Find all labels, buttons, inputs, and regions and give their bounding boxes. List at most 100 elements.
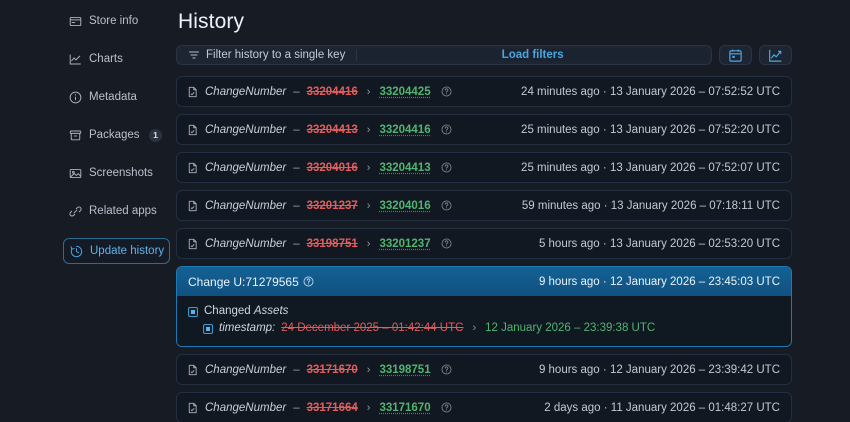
info-icon xyxy=(69,91,82,104)
relative-time: 5 hours ago xyxy=(538,237,600,250)
calendar-button[interactable] xyxy=(719,45,752,65)
absolute-time: 11 January 2026 – 01:48:27 UTC xyxy=(610,401,780,414)
sidebar-item-label: Metadata xyxy=(89,91,137,103)
question-circle-icon[interactable] xyxy=(441,238,452,249)
chart-button[interactable] xyxy=(759,45,792,65)
change-card: Change U:71279565 9 hours ago · 12 Janua… xyxy=(176,266,792,347)
relative-time: 25 minutes ago xyxy=(521,123,600,136)
sidebar-item-label: Update history xyxy=(90,245,165,257)
value-old: 33171664 xyxy=(306,401,358,414)
question-circle-icon[interactable] xyxy=(441,86,452,97)
arrow-icon: › xyxy=(366,85,371,98)
history-row[interactable]: ChangeNumber – 33204413 › 33204416 25 mi… xyxy=(176,114,792,145)
value-old: 33171670 xyxy=(306,363,358,376)
value-old: 33204413 xyxy=(306,123,358,136)
file-check-icon xyxy=(187,200,199,212)
question-circle-icon[interactable] xyxy=(441,364,452,375)
change-key: ChangeNumber xyxy=(205,237,287,250)
collapse-toggle-icon[interactable] xyxy=(203,323,213,334)
change-key: ChangeNumber xyxy=(205,123,287,136)
sidebar-item-label: Screenshots xyxy=(89,167,153,179)
absolute-time: 13 January 2026 – 07:52:07 UTC xyxy=(609,161,780,174)
change-card-body: Changed Assets timestamp: 24 December 20… xyxy=(177,296,791,346)
time-separator: · xyxy=(602,161,607,174)
package-icon xyxy=(69,129,82,142)
absolute-time: 13 January 2026 – 07:18:11 UTC xyxy=(610,199,780,212)
history-list: ChangeNumber – 33204416 › 33204425 24 mi… xyxy=(176,76,792,422)
history-row[interactable]: ChangeNumber – 33201237 › 33204016 59 mi… xyxy=(176,190,792,221)
file-check-icon xyxy=(187,364,199,376)
sidebar-item-packages[interactable]: Packages 1 xyxy=(63,124,170,146)
absolute-time: 12 January 2026 – 23:39:42 UTC xyxy=(609,363,780,376)
change-detail-key: timestamp: xyxy=(219,322,276,334)
absolute-time: 13 January 2026 – 02:53:20 UTC xyxy=(609,237,780,250)
filter-key-input[interactable] xyxy=(356,49,708,61)
history-row[interactable]: ChangeNumber – 33171664 › 33171670 2 day… xyxy=(176,392,792,422)
value-new: 33201237 xyxy=(379,237,431,250)
filter-toolbar: Filter history to a single key xyxy=(176,45,792,65)
arrow-icon: › xyxy=(472,322,477,334)
dash: – xyxy=(293,123,300,136)
question-circle-icon[interactable] xyxy=(441,402,452,413)
sidebar-item-related-apps[interactable]: Related apps xyxy=(63,200,170,222)
relative-time: 2 days ago xyxy=(544,401,601,414)
change-card-timestamp: 9 hours ago · 12 January 2026 – 23:45:03… xyxy=(539,276,780,288)
line-chart-icon xyxy=(768,48,783,63)
time-separator: · xyxy=(602,363,607,376)
history-row[interactable]: ChangeNumber – 33171670 › 33198751 9 hou… xyxy=(176,354,792,385)
value-old: 33204416 xyxy=(306,85,358,98)
question-circle-icon[interactable] xyxy=(441,162,452,173)
value-new: 33204425 xyxy=(379,85,431,98)
question-circle-icon[interactable] xyxy=(441,200,452,211)
value-new: 33204413 xyxy=(379,161,431,174)
row-timestamp: 2 days ago · 11 January 2026 – 01:48:27 … xyxy=(534,402,780,414)
sidebar-item-update-history[interactable]: Update history xyxy=(63,238,170,264)
image-icon xyxy=(69,167,82,180)
change-card-header[interactable]: Change U:71279565 9 hours ago · 12 Janua… xyxy=(177,267,791,296)
question-circle-icon[interactable] xyxy=(441,124,452,135)
time-separator: · xyxy=(603,401,608,414)
sidebar-item-label: Charts xyxy=(89,53,123,65)
relative-time: 24 minutes ago xyxy=(521,85,600,98)
history-row[interactable]: ChangeNumber – 33198751 › 33201237 5 hou… xyxy=(176,228,792,259)
change-key: ChangeNumber xyxy=(205,401,287,414)
history-row[interactable]: ChangeNumber – 33204016 › 33204413 25 mi… xyxy=(176,152,792,183)
change-section-prefix: Changed xyxy=(204,305,254,317)
change-key: ChangeNumber xyxy=(205,161,287,174)
question-circle-icon[interactable] xyxy=(303,276,314,287)
change-detail-old: 24 December 2025 – 01:42:44 UTC xyxy=(281,322,464,334)
value-old: 33198751 xyxy=(306,237,358,250)
value-old: 33204016 xyxy=(306,161,358,174)
value-old: 33201237 xyxy=(306,199,358,212)
packages-badge: 1 xyxy=(149,128,162,142)
sidebar-item-charts[interactable]: Charts xyxy=(63,48,170,70)
row-timestamp: 25 minutes ago · 13 January 2026 – 07:52… xyxy=(511,162,780,174)
time-separator: · xyxy=(603,199,608,212)
collapse-toggle-icon[interactable] xyxy=(188,306,198,317)
store-icon xyxy=(69,15,82,28)
clock-history-icon xyxy=(70,245,83,258)
main-content: History Filter history to a single key xyxy=(170,0,850,422)
arrow-icon: › xyxy=(366,363,371,376)
absolute-time: 12 January 2026 – 23:45:03 UTC xyxy=(609,275,780,288)
change-key: ChangeNumber xyxy=(205,199,287,212)
filter-label-text: Filter history to a single key xyxy=(206,49,346,61)
sidebar-item-label: Packages xyxy=(89,129,140,141)
sidebar-item-screenshots[interactable]: Screenshots xyxy=(63,162,170,184)
dash: – xyxy=(293,363,300,376)
history-row[interactable]: ChangeNumber – 33204416 › 33204425 24 mi… xyxy=(176,76,792,107)
sidebar-item-store-info[interactable]: Store info xyxy=(63,10,170,32)
link-icon xyxy=(69,205,82,218)
file-check-icon xyxy=(187,86,199,98)
time-separator: · xyxy=(602,275,607,288)
value-new: 33204016 xyxy=(379,199,431,212)
change-detail-new: 12 January 2026 – 23:39:38 UTC xyxy=(485,322,656,334)
sidebar-item-metadata[interactable]: Metadata xyxy=(63,86,170,108)
file-check-icon xyxy=(187,402,199,414)
arrow-icon: › xyxy=(366,161,371,174)
change-section-label: Changed Assets xyxy=(204,303,288,320)
file-check-icon xyxy=(187,162,199,174)
file-check-icon xyxy=(187,124,199,136)
change-card-title: Change U:71279565 xyxy=(188,274,299,289)
